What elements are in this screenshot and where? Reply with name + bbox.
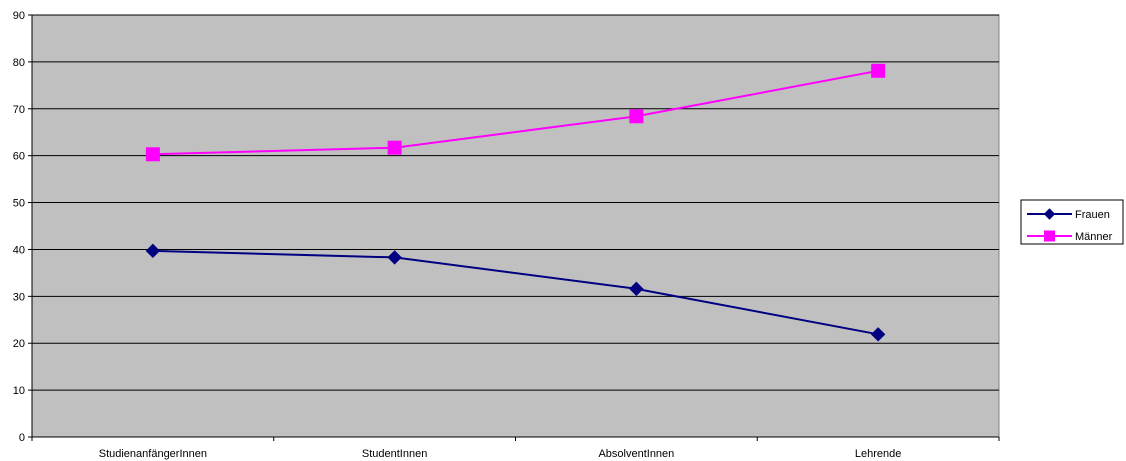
- legend-marker-frauen: [1043, 208, 1056, 220]
- x-tick-label: Lehrende: [855, 448, 902, 460]
- y-tick-label: 60: [13, 151, 25, 163]
- legend: Frauen Männer: [1020, 199, 1124, 245]
- y-tick-label: 40: [13, 244, 25, 256]
- y-tick-label: 50: [13, 198, 25, 210]
- legend-label-m-nner: Männer: [1075, 231, 1113, 243]
- series-group: [145, 63, 886, 342]
- series-frauen: [145, 243, 886, 342]
- series-line-frauen: [152, 249, 879, 336]
- series-m-nner: [145, 63, 886, 162]
- plot-area: [31, 14, 1000, 438]
- series-line-m-nner: [152, 69, 879, 156]
- gridlines: [32, 14, 999, 391]
- data-point-frauen: [387, 250, 402, 265]
- y-tick-label: 90: [13, 10, 25, 22]
- x-tick-label: AbsolventInnen: [598, 448, 674, 460]
- legend-label-frauen: Frauen: [1075, 209, 1110, 221]
- data-point-frauen: [629, 281, 644, 297]
- x-tick-label: StudienanfängerInnen: [99, 448, 207, 460]
- data-point-frauen: [870, 327, 886, 342]
- data-point-m-nner: [387, 140, 402, 155]
- data-point-frauen: [145, 243, 161, 259]
- legend-marker-m-nner: [1044, 230, 1055, 242]
- y-tick-label: 80: [13, 57, 25, 69]
- data-point-m-nner: [871, 63, 886, 78]
- y-tick-label: 0: [19, 432, 25, 444]
- x-axis-tick-labels: StudienanfängerInnen StudentInnen Absolven…: [99, 448, 902, 460]
- y-axis-tick-labels: 0 10 20 30 40 50 60 70 80 90: [13, 10, 25, 444]
- y-tick-label: 20: [13, 338, 25, 350]
- data-point-m-nner: [629, 109, 644, 124]
- y-tick-label: 30: [13, 291, 25, 303]
- axes: [28, 14, 1000, 441]
- data-point-m-nner: [145, 147, 160, 162]
- y-tick-label: 70: [13, 104, 25, 116]
- y-tick-label: 10: [13, 385, 25, 397]
- x-tick-label: StudentInnen: [362, 448, 427, 460]
